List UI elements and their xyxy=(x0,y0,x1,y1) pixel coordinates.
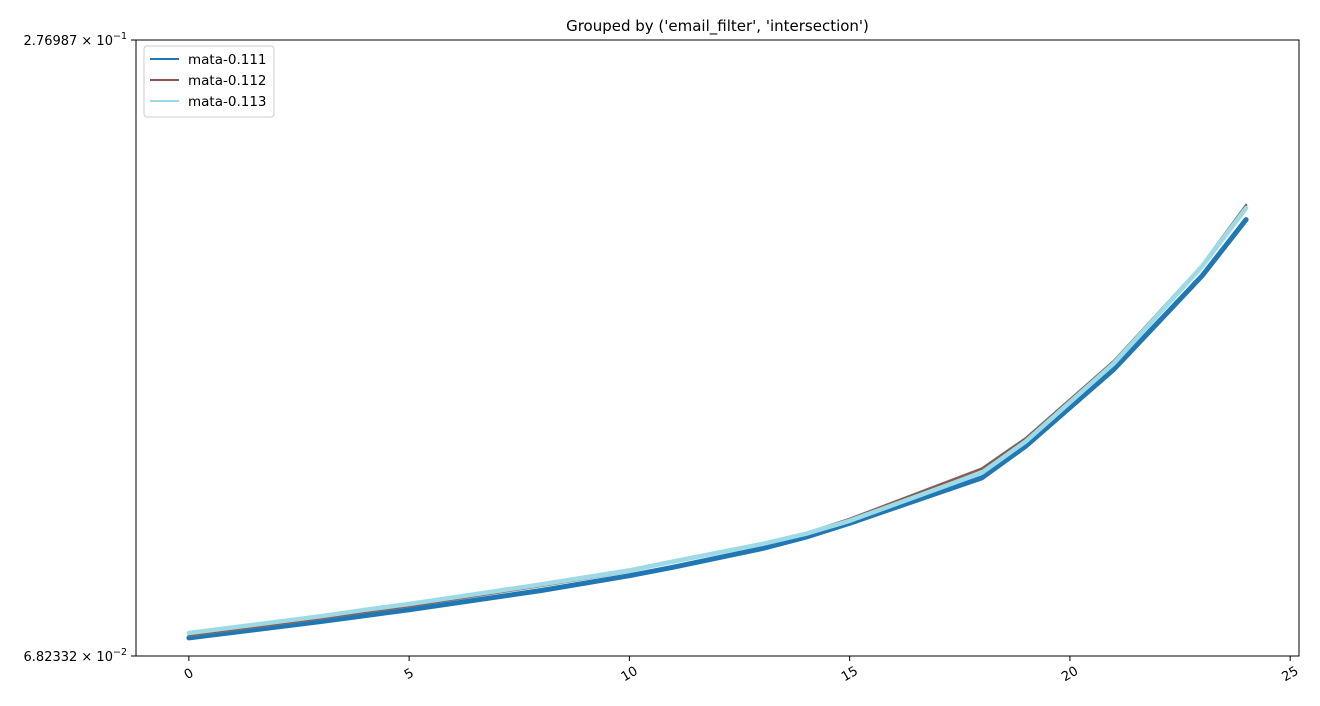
x-tick-label: 15 xyxy=(839,664,861,685)
legend: mata-0.111 mata-0.112 mata-0.113 xyxy=(143,45,275,118)
chart-title: Grouped by ('email_filter', 'intersectio… xyxy=(566,17,869,36)
series-line-shadow xyxy=(187,203,1248,637)
plot-frame xyxy=(135,39,1300,657)
x-tick-label: 0 xyxy=(182,666,197,683)
legend-label: mata-0.112 xyxy=(188,73,267,89)
x-tick-label: 25 xyxy=(1280,664,1302,685)
y-tick-label: 6.82332 × 10−2 xyxy=(24,647,127,665)
series-line xyxy=(186,205,1249,636)
series-line xyxy=(186,217,1249,641)
y-axis: 2.76987 × 10−1 6.82332 × 10−2 xyxy=(24,31,136,665)
plot-area xyxy=(186,203,1249,641)
x-tick-label: 20 xyxy=(1059,664,1081,685)
legend-box xyxy=(143,45,275,118)
legend-label: mata-0.113 xyxy=(188,94,267,110)
y-tick-label: 2.76987 × 10−1 xyxy=(24,31,127,49)
x-tick-label: 10 xyxy=(619,664,641,685)
legend-label: mata-0.111 xyxy=(188,52,267,68)
series-line xyxy=(188,204,1247,637)
x-tick-label: 5 xyxy=(402,666,417,683)
x-axis: 0 5 10 15 20 25 xyxy=(182,656,1302,685)
